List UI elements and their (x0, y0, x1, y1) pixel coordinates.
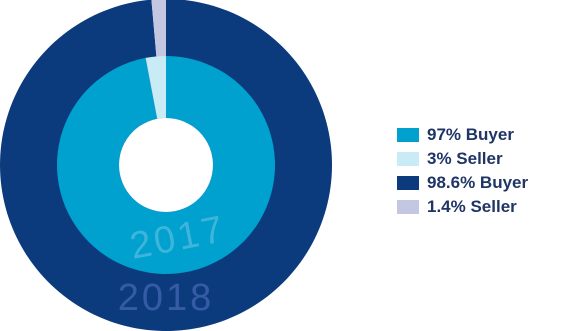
inner-ring-2017 (57, 56, 276, 274)
legend-item-2017-seller: 3% Seller (397, 147, 528, 170)
legend-label: 3% Seller (427, 148, 503, 168)
legend-label: 98.6% Buyer (427, 172, 529, 192)
legend-swatch (397, 175, 419, 190)
slice-2017-seller (145, 56, 166, 119)
legend-item-2018-buyer: 98.6% Buyer (397, 171, 528, 194)
legend-swatch (397, 151, 419, 166)
chart-legend: 97% Buyer 3% Seller 98.6% Buyer 1.4% Sel… (397, 123, 528, 218)
donut-center-hole (119, 118, 213, 212)
ring-label-2018: 2018 (118, 277, 215, 319)
slice-2017-buyer (57, 56, 276, 274)
legend-item-2017-buyer: 97% Buyer (397, 123, 528, 146)
legend-label: 97% Buyer (427, 124, 514, 144)
legend-label: 1.4% Seller (427, 196, 517, 216)
legend-swatch (397, 199, 419, 214)
legend-swatch (397, 127, 419, 142)
legend-item-2018-seller: 1.4% Seller (397, 195, 528, 218)
